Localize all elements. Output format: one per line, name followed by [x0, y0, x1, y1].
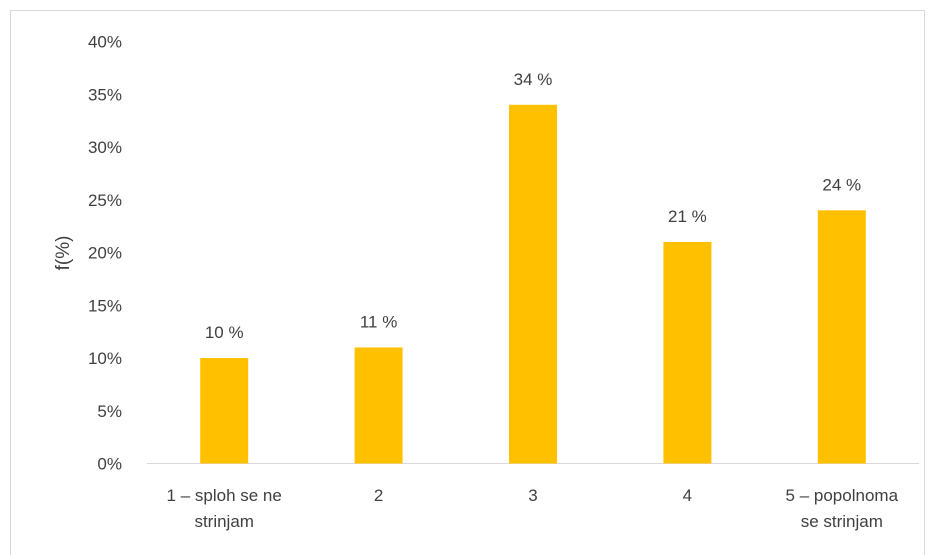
- data-label: 34 %: [514, 70, 553, 89]
- bar: [354, 347, 403, 464]
- y-tick-label: 40%: [88, 33, 122, 52]
- data-label: 11 %: [360, 312, 398, 331]
- x-tick-label: 3: [528, 486, 537, 505]
- x-tick-label: 5 – popolnoma: [786, 486, 899, 505]
- y-tick-label: 0%: [97, 455, 122, 474]
- x-tick-label: 4: [683, 486, 692, 505]
- bar: [663, 241, 712, 464]
- chart-frame: [10, 10, 925, 555]
- y-tick-label: 35%: [88, 85, 122, 104]
- y-tick-label: 30%: [88, 138, 122, 157]
- data-label: 21 %: [668, 207, 707, 226]
- bar: [200, 358, 249, 464]
- x-tick-label: strinjam: [194, 512, 254, 531]
- y-tick-label: 15%: [88, 296, 122, 315]
- y-tick-label: 20%: [88, 244, 122, 263]
- y-tick-label: 5%: [97, 402, 122, 421]
- x-tick-label: 2: [374, 486, 383, 505]
- data-label: 10 %: [205, 323, 244, 342]
- x-tick-label: 1 – sploh se ne: [167, 486, 282, 505]
- y-tick-label: 10%: [88, 349, 122, 368]
- bar: [509, 104, 557, 464]
- data-label: 24 %: [822, 175, 861, 194]
- bar: [817, 210, 866, 464]
- y-axis-label: f(%): [53, 236, 74, 271]
- x-tick-label: se strinjam: [801, 512, 883, 531]
- y-tick-label: 25%: [88, 191, 122, 210]
